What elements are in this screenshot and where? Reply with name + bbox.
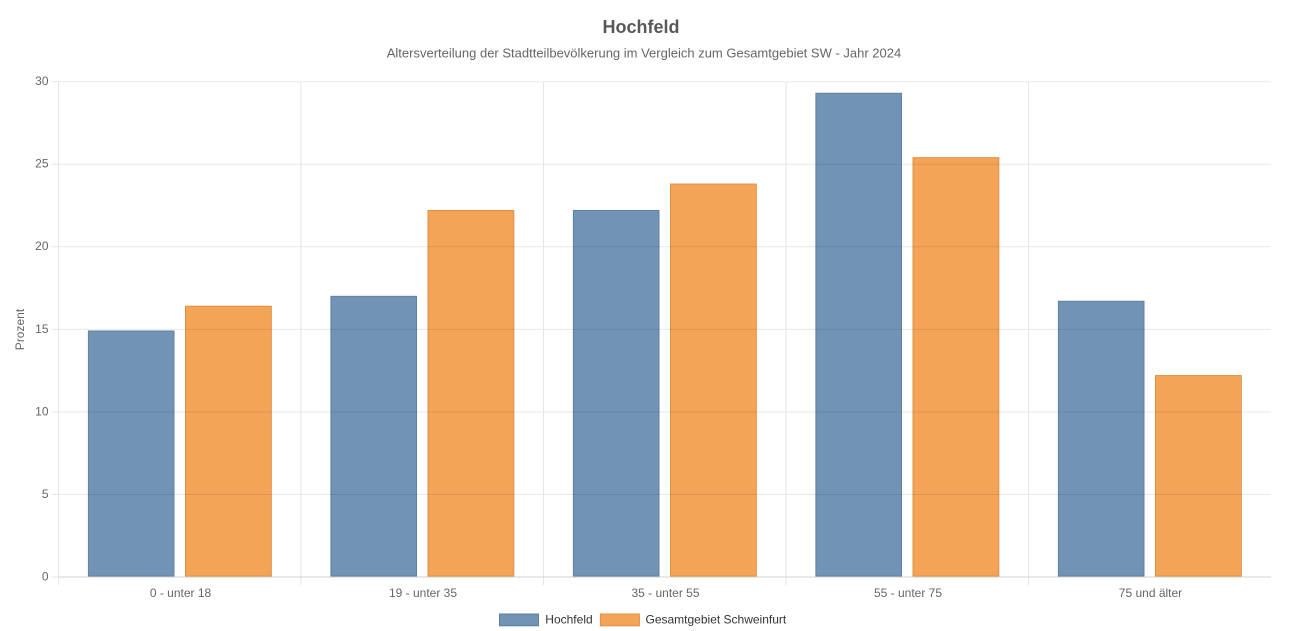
- svg-text:35 - unter 55: 35 - unter 55: [631, 586, 699, 600]
- svg-text:55 - unter 75: 55 - unter 75: [874, 586, 942, 600]
- svg-text:Hochfeld: Hochfeld: [545, 613, 592, 627]
- svg-text:15: 15: [35, 322, 49, 336]
- svg-text:0 - unter 18: 0 - unter 18: [150, 586, 212, 600]
- svg-text:5: 5: [42, 487, 49, 501]
- svg-text:25: 25: [35, 157, 49, 171]
- svg-text:75 und älter: 75 und älter: [1119, 586, 1182, 600]
- svg-text:10: 10: [35, 404, 49, 418]
- svg-text:Altersverteilung der Stadtteil: Altersverteilung der Stadtteilbevölkerun…: [387, 46, 901, 61]
- svg-text:Hochfeld: Hochfeld: [602, 17, 679, 37]
- svg-text:Gesamtgebiet Schweinfurt: Gesamtgebiet Schweinfurt: [646, 613, 787, 627]
- svg-text:Prozent: Prozent: [13, 308, 27, 350]
- svg-text:30: 30: [35, 74, 49, 88]
- svg-text:19 - unter 35: 19 - unter 35: [389, 586, 457, 600]
- svg-text:20: 20: [35, 239, 49, 253]
- svg-text:0: 0: [42, 569, 49, 583]
